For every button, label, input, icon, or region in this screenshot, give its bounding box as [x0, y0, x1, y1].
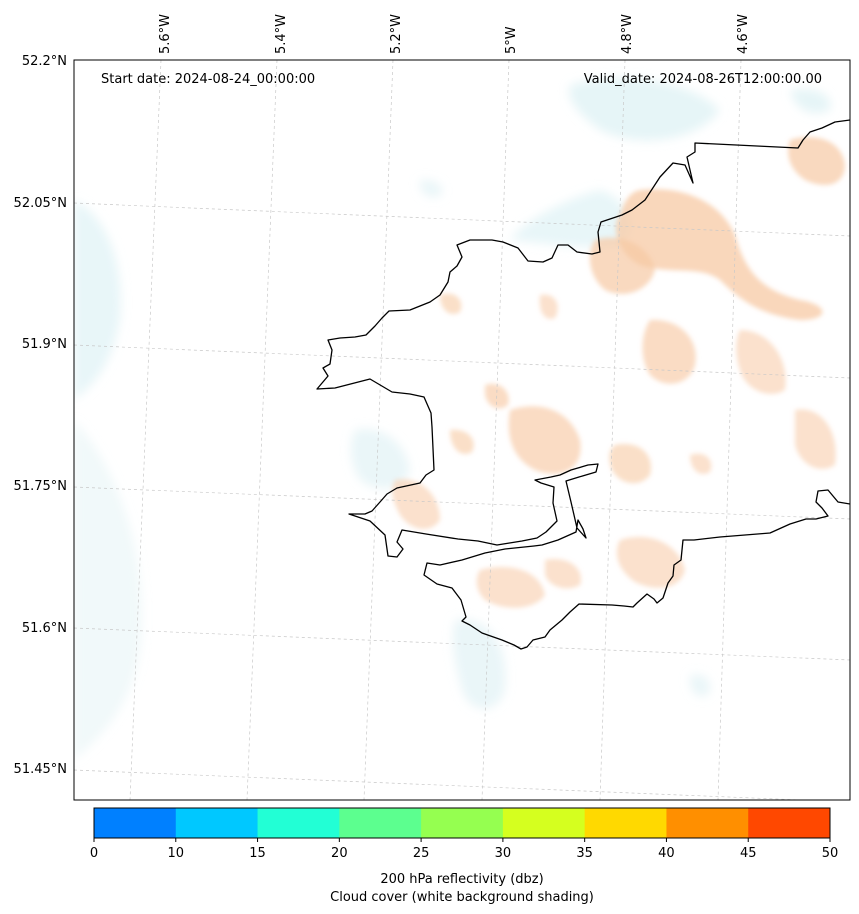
colorbar-tick-label: 10 — [168, 846, 185, 861]
longitude-labels: 5.6°W 5.4°W 5.2°W 5°W 4.8°W 4.6°W — [158, 14, 751, 54]
cloud-south-left — [452, 619, 506, 709]
cloud-small-n — [419, 179, 443, 198]
colorbar-segment — [339, 808, 422, 838]
colorbar-segment — [421, 808, 504, 838]
colorbar-tick-label: 40 — [658, 846, 675, 861]
lon-label-4.6w: 4.6°W — [736, 14, 751, 54]
latitude-labels: 52.2°N 52.05°N 51.9°N 51.75°N 51.6°N 51.… — [14, 54, 67, 777]
colorbar-segment — [748, 808, 831, 838]
cloud-cover-shading — [74, 78, 831, 760]
map-frame — [73, 59, 851, 801]
cloud-west-south — [74, 420, 142, 760]
refl-mid-sw — [450, 429, 474, 454]
colorbar-segments — [94, 808, 831, 838]
coastline — [316, 119, 850, 650]
start-date-label: Start date: 2024-08-24_00:00:00 — [101, 72, 315, 87]
colorbar-tick-label: 35 — [576, 846, 593, 861]
coastline-mainland — [316, 119, 850, 650]
colorbar-segment — [584, 808, 667, 838]
colorbar-tick-label: 0 — [90, 846, 98, 861]
refl-north-small — [440, 293, 462, 315]
lon-label-5.6w: 5.6°W — [158, 14, 173, 54]
lat-label-51.9n: 51.9°N — [22, 337, 67, 352]
refl-center — [508, 406, 581, 474]
reflectivity-shading — [392, 137, 845, 608]
colorbar-segment — [666, 808, 749, 838]
cloud-small-se — [689, 674, 711, 697]
colorbar-tick-label: 45 — [740, 846, 757, 861]
colorbar-segment — [94, 808, 177, 838]
refl-upper-mid — [539, 294, 558, 319]
refl-central-north — [589, 237, 655, 294]
colorbar-frame — [93, 807, 831, 839]
lon-label-5w: 5°W — [504, 26, 519, 54]
lat-label-52.05n: 52.05°N — [14, 196, 67, 211]
refl-south-band — [545, 559, 581, 589]
colorbar-tick-label: 20 — [331, 846, 348, 861]
colorbar-tick-label: 30 — [495, 846, 512, 861]
colorbar-segment — [502, 808, 586, 838]
colorbar-tick-label: 25 — [413, 846, 430, 861]
refl-west-coast — [392, 479, 440, 530]
cloud-mid-left — [350, 429, 410, 489]
cloud-northeast — [569, 78, 720, 141]
lat-label-51.75n: 51.75°N — [14, 479, 67, 494]
valid-date-label: Valid_date: 2024-08-26T12:00:00.00 — [584, 72, 822, 87]
colorbar-ticks: 0 10 15 20 25 30 35 40 45 50 — [90, 838, 838, 861]
map-area: Start date: 2024-08-24_00:00:00 Valid_da… — [74, 60, 850, 800]
cloud-west-band — [74, 200, 121, 400]
colorbar: 0 10 15 20 25 30 35 40 45 50 200 hPa reflectivity… — [90, 807, 838, 905]
refl-east-band — [736, 330, 786, 394]
refl-corner — [788, 137, 845, 185]
lat-label-51.6n: 51.6°N — [22, 621, 67, 636]
lon-label-4.8w: 4.8°W — [620, 14, 635, 54]
refl-mid-east2 — [690, 453, 712, 475]
colorbar-label-line1: 200 hPa reflectivity (dbz) — [380, 872, 543, 887]
lat-label-52.2n: 52.2°N — [22, 54, 67, 69]
refl-northeast-ridge — [616, 189, 823, 320]
refl-south-center — [476, 567, 545, 608]
cloud-north-strip — [510, 190, 631, 248]
refl-east-lower — [795, 409, 836, 469]
colorbar-label-line2: Cloud cover (white background shading) — [330, 890, 594, 905]
refl-mid-right — [609, 444, 651, 484]
refl-center-east — [642, 319, 696, 384]
refl-southeast — [616, 536, 685, 588]
lat-label-51.45n: 51.45°N — [14, 762, 67, 777]
lon-label-5.2w: 5.2°W — [389, 14, 404, 54]
colorbar-segment — [257, 808, 340, 838]
lon-label-5.4w: 5.4°W — [274, 14, 289, 54]
cloud-corner-ne — [790, 88, 831, 114]
colorbar-segment — [175, 808, 259, 838]
colorbar-tick-label: 50 — [822, 846, 839, 861]
colorbar-tick-label: 15 — [249, 846, 266, 861]
